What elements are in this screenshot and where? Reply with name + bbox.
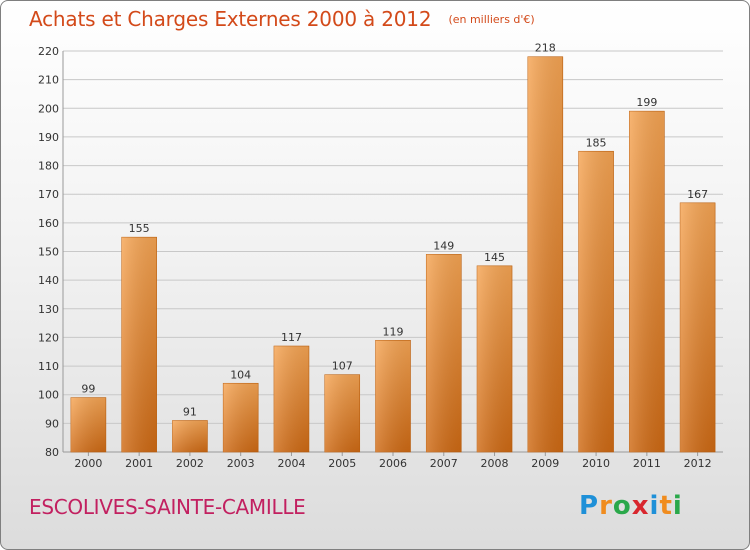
y-tick-label: 120: [38, 331, 59, 344]
logo-letter: P: [579, 491, 600, 521]
x-tick-label: 2006: [379, 457, 407, 470]
bar-shade-2004: [273, 346, 309, 452]
x-tick-label: 2009: [531, 457, 559, 470]
commune-name: ESCOLIVES-SAINTE-CAMILLE: [29, 495, 306, 519]
y-tick-label: 190: [38, 131, 59, 144]
y-tick-label: 140: [38, 274, 59, 287]
bar-shade-2007: [426, 254, 462, 452]
logo-letter: i: [649, 491, 660, 521]
bar-shade-2012: [680, 202, 716, 452]
label-layer: 2000 99 2001 155 2002 91 2003 104 2004 117 2005 107…: [74, 42, 711, 470]
bar-shade-2010: [578, 151, 614, 452]
data-label: 167: [687, 188, 708, 201]
y-tick-label: 130: [38, 303, 59, 316]
x-tick-label: 2011: [633, 457, 661, 470]
logo-letter: x: [631, 491, 650, 521]
y-tick-label: 80: [45, 446, 59, 459]
chart-subtitle: (en milliers d'€): [448, 13, 535, 26]
bar-layer: [70, 56, 716, 453]
data-label: 119: [383, 325, 404, 338]
x-tick-label: 2003: [227, 457, 255, 470]
data-label: 145: [484, 251, 505, 264]
bar-shade-2009: [527, 56, 563, 452]
y-tick-label: 220: [38, 45, 59, 58]
x-tick-label: 2008: [481, 457, 509, 470]
y-tick-label: 110: [38, 360, 59, 373]
x-tick-label: 2007: [430, 457, 458, 470]
chart-title: Achats et Charges Externes 2000 à 2012: [29, 7, 432, 31]
bar-shade-2001: [121, 237, 157, 452]
data-label: 149: [433, 239, 454, 252]
data-label: 185: [586, 136, 607, 149]
x-tick-label: 2005: [328, 457, 356, 470]
data-label: 199: [636, 96, 657, 109]
bar-shade-2005: [324, 374, 360, 452]
data-label: 99: [81, 383, 95, 396]
x-tick-label: 2010: [582, 457, 610, 470]
data-label: 155: [129, 222, 150, 235]
proxiti-logo[interactable]: Proxiti: [579, 491, 683, 521]
bar-shade-2006: [375, 340, 411, 452]
data-label: 104: [230, 368, 251, 381]
bar-shade-2000: [70, 397, 106, 452]
bar-shade-2003: [223, 383, 259, 452]
data-label: 91: [183, 405, 197, 418]
y-tick-label: 180: [38, 160, 59, 173]
title-row: Achats et Charges Externes 2000 à 2012 (…: [29, 7, 535, 31]
y-tick-label: 90: [45, 417, 59, 430]
logo-letter: o: [612, 491, 632, 521]
bar-shade-2008: [477, 265, 513, 452]
logo-letter: r: [599, 491, 613, 521]
data-label: 117: [281, 331, 302, 344]
x-tick-label: 2004: [277, 457, 305, 470]
logo-letter: i: [672, 491, 683, 521]
x-tick-label: 2001: [125, 457, 153, 470]
x-tick-label: 2012: [684, 457, 712, 470]
bar-shade-2011: [629, 111, 665, 453]
y-tick-label: 150: [38, 246, 59, 259]
y-tick-label: 160: [38, 217, 59, 230]
bar-shade-2002: [172, 420, 208, 452]
y-tick-label: 200: [38, 102, 59, 115]
logo-letter: t: [659, 491, 673, 521]
x-tick-label: 2002: [176, 457, 204, 470]
y-tick-label: 100: [38, 389, 59, 402]
y-tick-label: 210: [38, 74, 59, 87]
data-label: 218: [535, 42, 556, 55]
data-label: 107: [332, 360, 353, 373]
y-tick-label: 170: [38, 188, 59, 201]
x-tick-label: 2000: [74, 457, 102, 470]
